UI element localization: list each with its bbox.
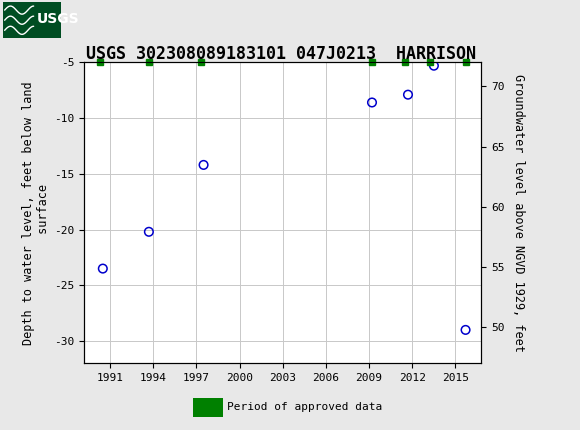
Point	[199, 162, 208, 169]
Point	[144, 228, 154, 235]
Point	[403, 91, 412, 98]
Text: USGS: USGS	[37, 12, 79, 26]
Text: USGS 302308089183101 047J0213  HARRISON: USGS 302308089183101 047J0213 HARRISON	[86, 45, 476, 63]
Point	[367, 99, 376, 106]
Y-axis label: Depth to water level, feet below land
 surface: Depth to water level, feet below land su…	[22, 81, 50, 345]
Bar	[3, 3, 61, 38]
Point	[98, 265, 107, 272]
Y-axis label: Groundwater level above NGVD 1929, feet: Groundwater level above NGVD 1929, feet	[512, 74, 524, 352]
Point	[429, 62, 438, 69]
Text: Period of approved data: Period of approved data	[227, 402, 382, 412]
Point	[461, 326, 470, 333]
Bar	[193, 398, 223, 417]
